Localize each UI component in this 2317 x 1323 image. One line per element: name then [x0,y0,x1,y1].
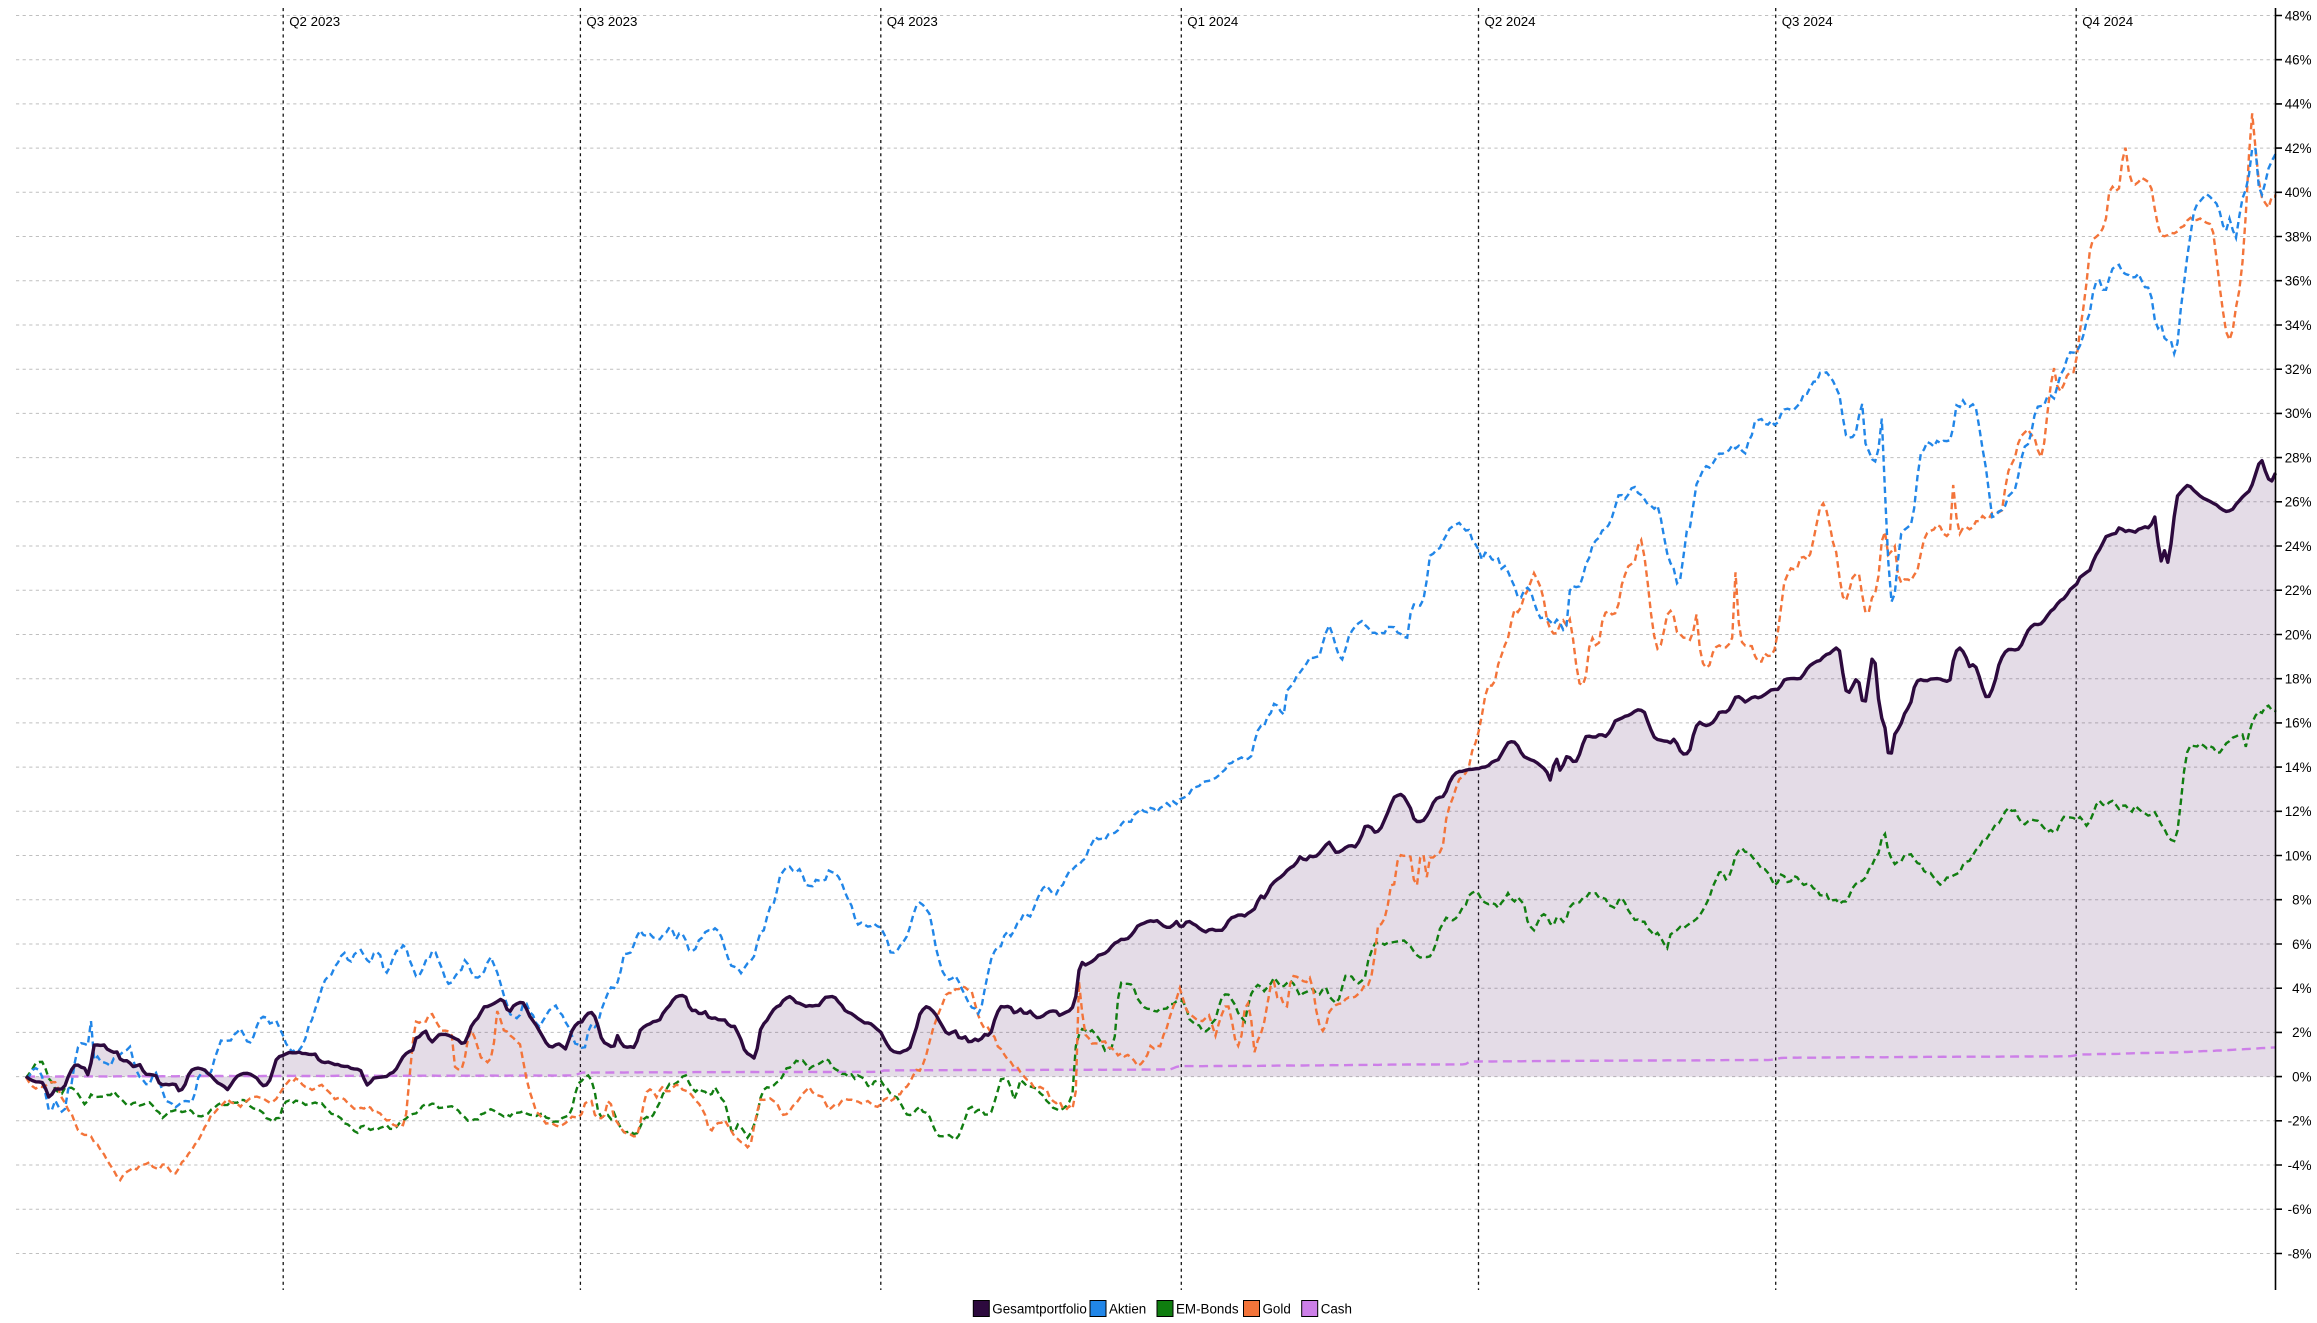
svg-text:44%: 44% [2285,97,2312,112]
svg-text:22%: 22% [2285,583,2312,598]
svg-text:-6%: -6% [2288,1202,2312,1217]
svg-text:28%: 28% [2285,450,2312,465]
svg-text:30%: 30% [2285,406,2312,421]
svg-text:Q2 2023: Q2 2023 [289,14,340,29]
svg-text:0%: 0% [2292,1069,2311,1084]
svg-text:34%: 34% [2285,318,2312,333]
svg-text:Q2 2024: Q2 2024 [1485,14,1536,29]
svg-text:-2%: -2% [2288,1114,2312,1129]
svg-text:8%: 8% [2292,893,2311,908]
svg-text:Q3 2024: Q3 2024 [1782,14,1833,29]
svg-text:Q3 2023: Q3 2023 [586,14,637,29]
svg-text:Aktien: Aktien [1109,1302,1146,1317]
svg-text:32%: 32% [2285,362,2312,377]
svg-text:Q4 2023: Q4 2023 [887,14,938,29]
svg-text:4%: 4% [2292,981,2311,996]
svg-text:2%: 2% [2292,1025,2311,1040]
svg-text:14%: 14% [2285,760,2312,775]
svg-text:24%: 24% [2285,539,2312,554]
svg-text:46%: 46% [2285,53,2312,68]
svg-text:6%: 6% [2292,937,2311,952]
svg-text:-4%: -4% [2288,1158,2312,1173]
svg-text:16%: 16% [2285,716,2312,731]
svg-text:48%: 48% [2285,8,2312,23]
svg-text:40%: 40% [2285,185,2312,200]
svg-text:18%: 18% [2285,672,2312,687]
svg-text:38%: 38% [2285,229,2312,244]
svg-text:42%: 42% [2285,141,2312,156]
svg-text:Gold: Gold [1263,1302,1291,1317]
svg-text:Q1 2024: Q1 2024 [1187,14,1238,29]
svg-text:-8%: -8% [2288,1246,2312,1261]
svg-text:26%: 26% [2285,495,2312,510]
svg-text:EM-Bonds: EM-Bonds [1176,1302,1239,1317]
svg-text:10%: 10% [2285,848,2312,863]
svg-text:Q4 2024: Q4 2024 [2082,14,2133,29]
svg-text:Cash: Cash [1321,1302,1352,1317]
svg-text:36%: 36% [2285,274,2312,289]
svg-text:20%: 20% [2285,627,2312,642]
svg-text:Gesamtportfolio: Gesamtportfolio [992,1302,1087,1317]
svg-text:12%: 12% [2285,804,2312,819]
